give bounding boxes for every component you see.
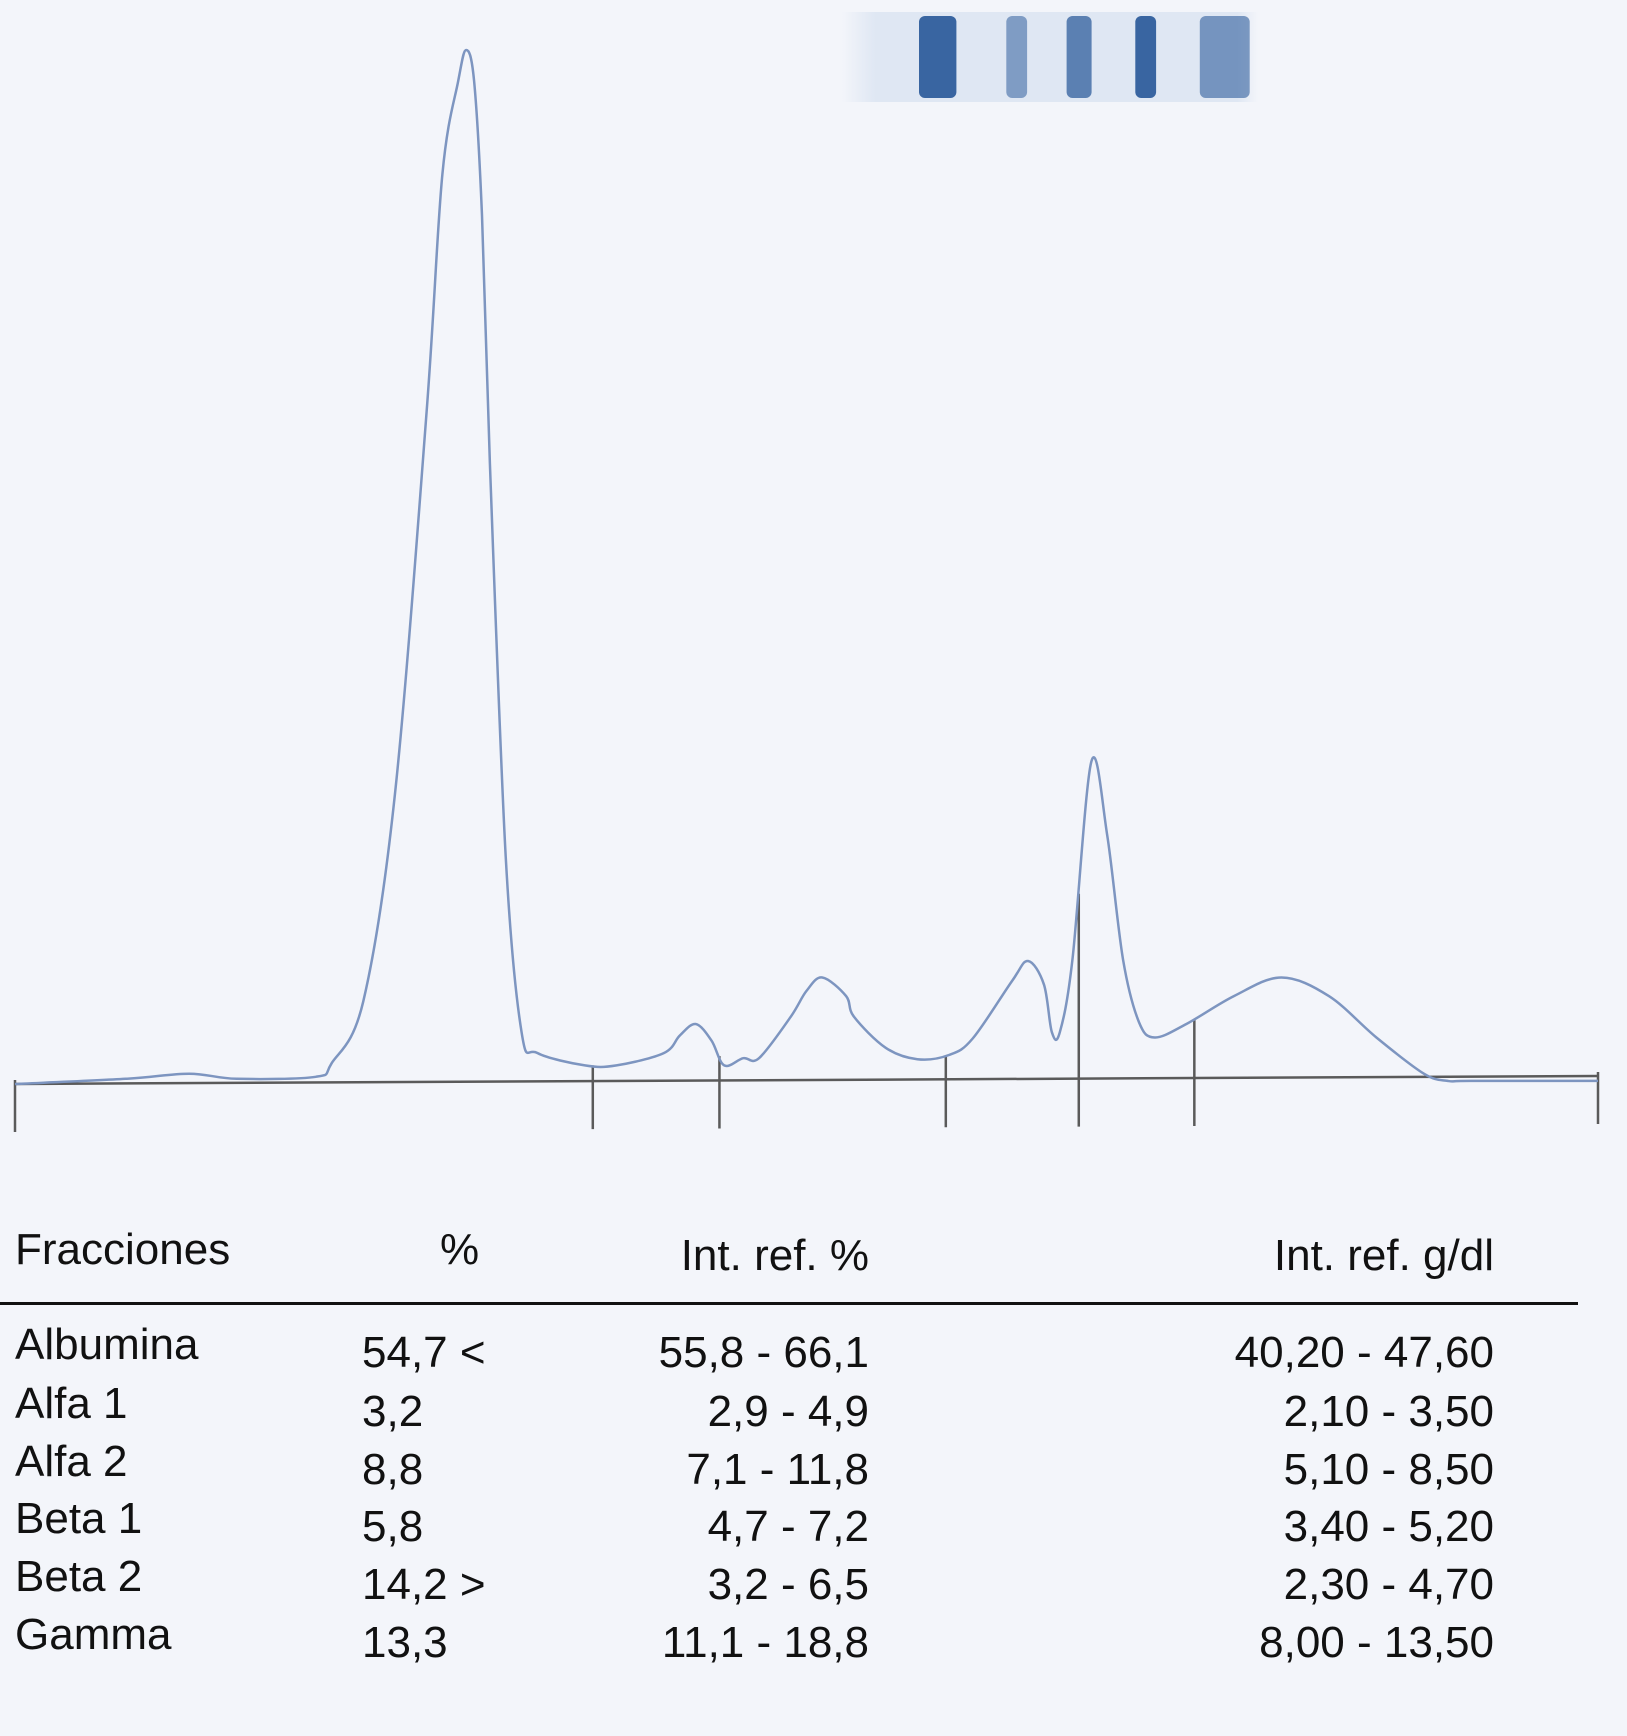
header-ref-percent: Int. ref. % [680,1231,869,1280]
results-table: Fracciones % Int. ref. % Int. ref. g/dl … [0,1200,1627,1720]
row-ref-gdl: 5,10 - 8,50 [1283,1445,1494,1494]
row-name: Albumina [15,1320,199,1369]
row-name: Alfa 1 [15,1379,128,1428]
gel-band-1 [919,16,957,98]
row-percent: 54,7 < [362,1328,486,1377]
baseline-axis [14,1074,1599,1086]
row-ref-percent: 4,7 - 7,2 [707,1502,869,1551]
densitometry-chart [13,48,1600,1132]
row-percent: 3,2 [362,1387,424,1436]
row-ref-percent: 11,1 - 18,8 [661,1618,869,1667]
row-name: Beta 1 [15,1494,143,1543]
header-percent: % [440,1225,480,1274]
row-name: Alfa 2 [15,1437,128,1486]
row-ref-gdl: 40,20 - 47,60 [1234,1328,1494,1377]
gel-strip [842,12,1258,102]
row-ref-percent: 2,9 - 4,9 [707,1387,869,1436]
row-percent: 8,8 [362,1445,424,1494]
row-percent: 13,3 [362,1618,448,1667]
densitometry-curve [14,48,1598,1086]
row-ref-percent: 7,1 - 11,8 [686,1445,869,1494]
row-ref-gdl: 8,00 - 13,50 [1259,1618,1494,1667]
row-ref-percent: 55,8 - 66,1 [658,1328,869,1377]
row-ref-gdl: 3,40 - 5,20 [1283,1502,1494,1551]
gel-background [842,12,1258,102]
gel-band-3 [1066,16,1092,98]
row-percent: 5,8 [362,1502,424,1551]
gel-band-4 [1135,16,1157,98]
row-ref-percent: 3,2 - 6,5 [707,1560,869,1609]
row-name: Gamma [15,1610,172,1659]
row-ref-gdl: 2,10 - 3,50 [1283,1387,1494,1436]
header-fracciones: Fracciones [15,1225,231,1274]
header-ref-gdl: Int. ref. g/dl [1273,1231,1494,1280]
gel-band-5 [1199,16,1250,98]
gel-band-2 [1006,16,1028,98]
row-ref-gdl: 2,30 - 4,70 [1283,1560,1494,1609]
table-header-rule [0,1302,1578,1305]
row-percent: 14,2 > [362,1560,486,1609]
row-name: Beta 2 [15,1552,143,1601]
